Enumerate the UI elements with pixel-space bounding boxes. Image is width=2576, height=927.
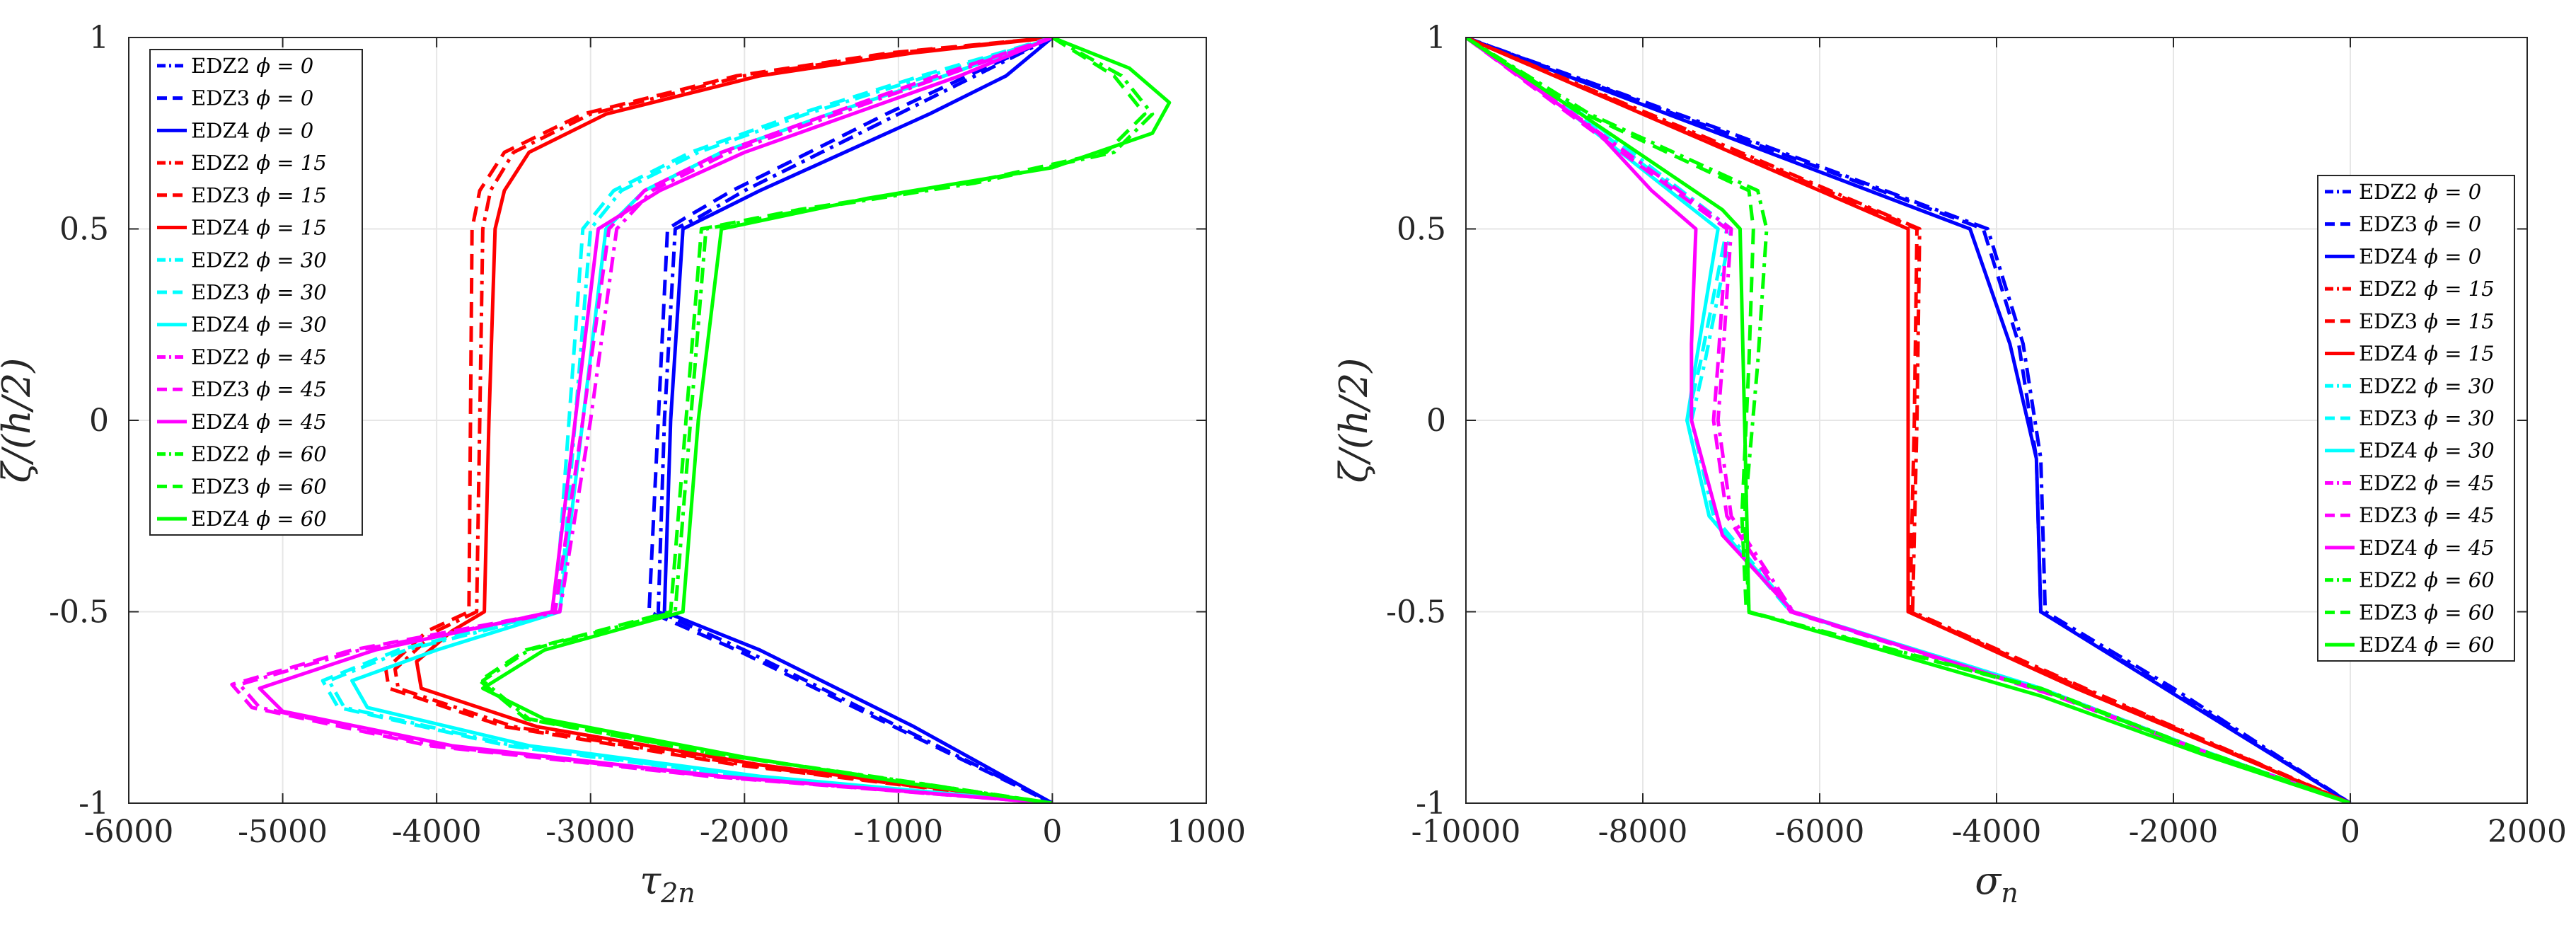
legend-entry-label: EDZ4 ϕ = 45 [2359,536,2495,560]
legend-entry-label: EDZ4 ϕ = 0 [191,118,313,142]
y-tick-label: 1 [1426,20,1446,56]
legend-entry-label: EDZ3 ϕ = 45 [2359,503,2495,527]
series-line-edz4-phi-0 [662,38,1053,803]
x-axis-label: σn [1975,858,2018,909]
x-tick-label: -6000 [84,814,174,850]
legend-entry-label: EDZ3 ϕ = 30 [191,280,327,304]
series-line-edz4-phi-15 [1466,38,2351,803]
y-tick-label: 1 [89,20,109,56]
x-tick-label: 0 [1042,814,1062,850]
series-line-edz3-phi-15 [383,38,1053,803]
series-line-edz3-phi-0 [647,38,1053,803]
x-tick-label: -4000 [392,814,482,850]
legend-entry-label: EDZ2 ϕ = 45 [191,345,327,369]
x-tick-label: -3000 [545,814,635,850]
series-line-edz3-phi-60 [478,38,1147,803]
series-line-edz2-phi-0 [656,38,1053,803]
y-tick-label: -0.5 [49,594,109,631]
legend-entry-label: EDZ3 ϕ = 15 [2359,309,2495,333]
y-axis-label: ζ/(h/2) [1332,358,1376,483]
legend-entry-label: EDZ3 ϕ = 60 [2359,600,2495,624]
x-tick-label: -6000 [1775,814,1865,850]
legend-entry-label: EDZ3 ϕ = 0 [191,86,313,110]
legend-entry-label: EDZ4 ϕ = 15 [191,216,327,240]
legend-entry-label: EDZ2 ϕ = 60 [2359,568,2495,592]
legend-entry-label: EDZ4 ϕ = 30 [2359,439,2495,463]
y-tick-label: -1 [1416,785,1446,822]
y-tick-label: 0.5 [1397,212,1446,248]
series-group [230,38,1172,803]
series-line-edz4-phi-60 [480,38,1172,803]
legend-entry-label: EDZ2 ϕ = 15 [2359,277,2495,301]
x-axis-label: τ2n [640,858,695,909]
legend-entry-label: EDZ3 ϕ = 0 [2359,212,2481,236]
legend-entry-label: EDZ3 ϕ = 45 [191,377,327,401]
chart-panel-2: -10000 -8000 -6000 -4000 -2000 0 2000 -1 -0.5 0 0.… [1332,20,2567,909]
x-tick-label: -8000 [1598,814,1688,850]
y-tick-label: -1 [79,785,109,822]
y-tick-label: 0 [89,403,109,439]
legend-entry-label: EDZ4 ϕ = 45 [191,410,327,434]
x-tick-label: 0 [2340,814,2360,850]
x-tick-label: -2000 [700,814,790,850]
x-tick-label: -10000 [1411,814,1521,850]
legend-entry-label: EDZ2 ϕ = 15 [191,151,327,175]
x-tick-label: 2000 [2488,814,2567,850]
y-tick-label: 0 [1426,403,1446,439]
legend-entry-label: EDZ4 ϕ = 60 [2359,633,2495,657]
series-line-edz3-phi-45 [230,38,1053,803]
series-group [1466,38,2352,803]
series-line-edz2-phi-60 [480,38,1155,803]
y-tick-label: 0.5 [59,212,109,248]
series-line-edz4-phi-15 [415,38,1053,803]
x-tick-label: -1000 [853,814,943,850]
legend-entry-label: EDZ2 ϕ = 30 [191,248,327,272]
legend-entry-label: EDZ3 ϕ = 30 [2359,406,2495,430]
legend-entry-label: EDZ4 ϕ = 30 [191,313,327,337]
x-tick-label: -5000 [238,814,328,850]
x-tick-label: 1000 [1167,814,1246,850]
chart-panel-1: -6000 -5000 -4000 -3000 -2000 -1000 0 1000 -1 -0.… [0,20,1246,909]
legend-entry-label: EDZ2 ϕ = 60 [191,442,327,466]
series-line-edz3-phi-60 [1466,38,2351,803]
legend-entry-label: EDZ4 ϕ = 15 [2359,342,2495,366]
legend-entry-label: EDZ4 ϕ = 60 [191,507,327,531]
x-tick-label: -2000 [2129,814,2219,850]
legend-entry-label: EDZ2 ϕ = 45 [2359,471,2495,495]
series-line-edz2-phi-60 [1466,38,2351,803]
legend-entry-label: EDZ2 ϕ = 0 [2359,180,2481,204]
legend-entry-label: EDZ2 ϕ = 0 [191,54,313,78]
series-line-edz4-phi-0 [1466,38,2352,803]
legend-entry-label: EDZ2 ϕ = 30 [2359,374,2495,398]
legend: EDZ2 ϕ = 0 EDZ3 ϕ = 0 EDZ4 ϕ = 0 EDZ2 ϕ = 1… [149,49,363,536]
series-line-edz4-phi-45 [258,38,1053,803]
y-axis-label: ζ/(h/2) [0,358,39,483]
legend-entry-label: EDZ3 ϕ = 60 [191,474,327,498]
legend-entry-label: EDZ3 ϕ = 15 [191,183,327,207]
x-tick-label: -4000 [1952,814,2042,850]
legend-entry-label: EDZ4 ϕ = 0 [2359,244,2481,268]
series-line-edz2-phi-15 [393,38,1053,803]
y-tick-label: -0.5 [1386,594,1446,631]
legend: EDZ2 ϕ = 0 EDZ3 ϕ = 0 EDZ4 ϕ = 0 EDZ2 ϕ = 1… [2317,175,2515,662]
series-line-edz4-phi-60 [1466,38,2351,803]
